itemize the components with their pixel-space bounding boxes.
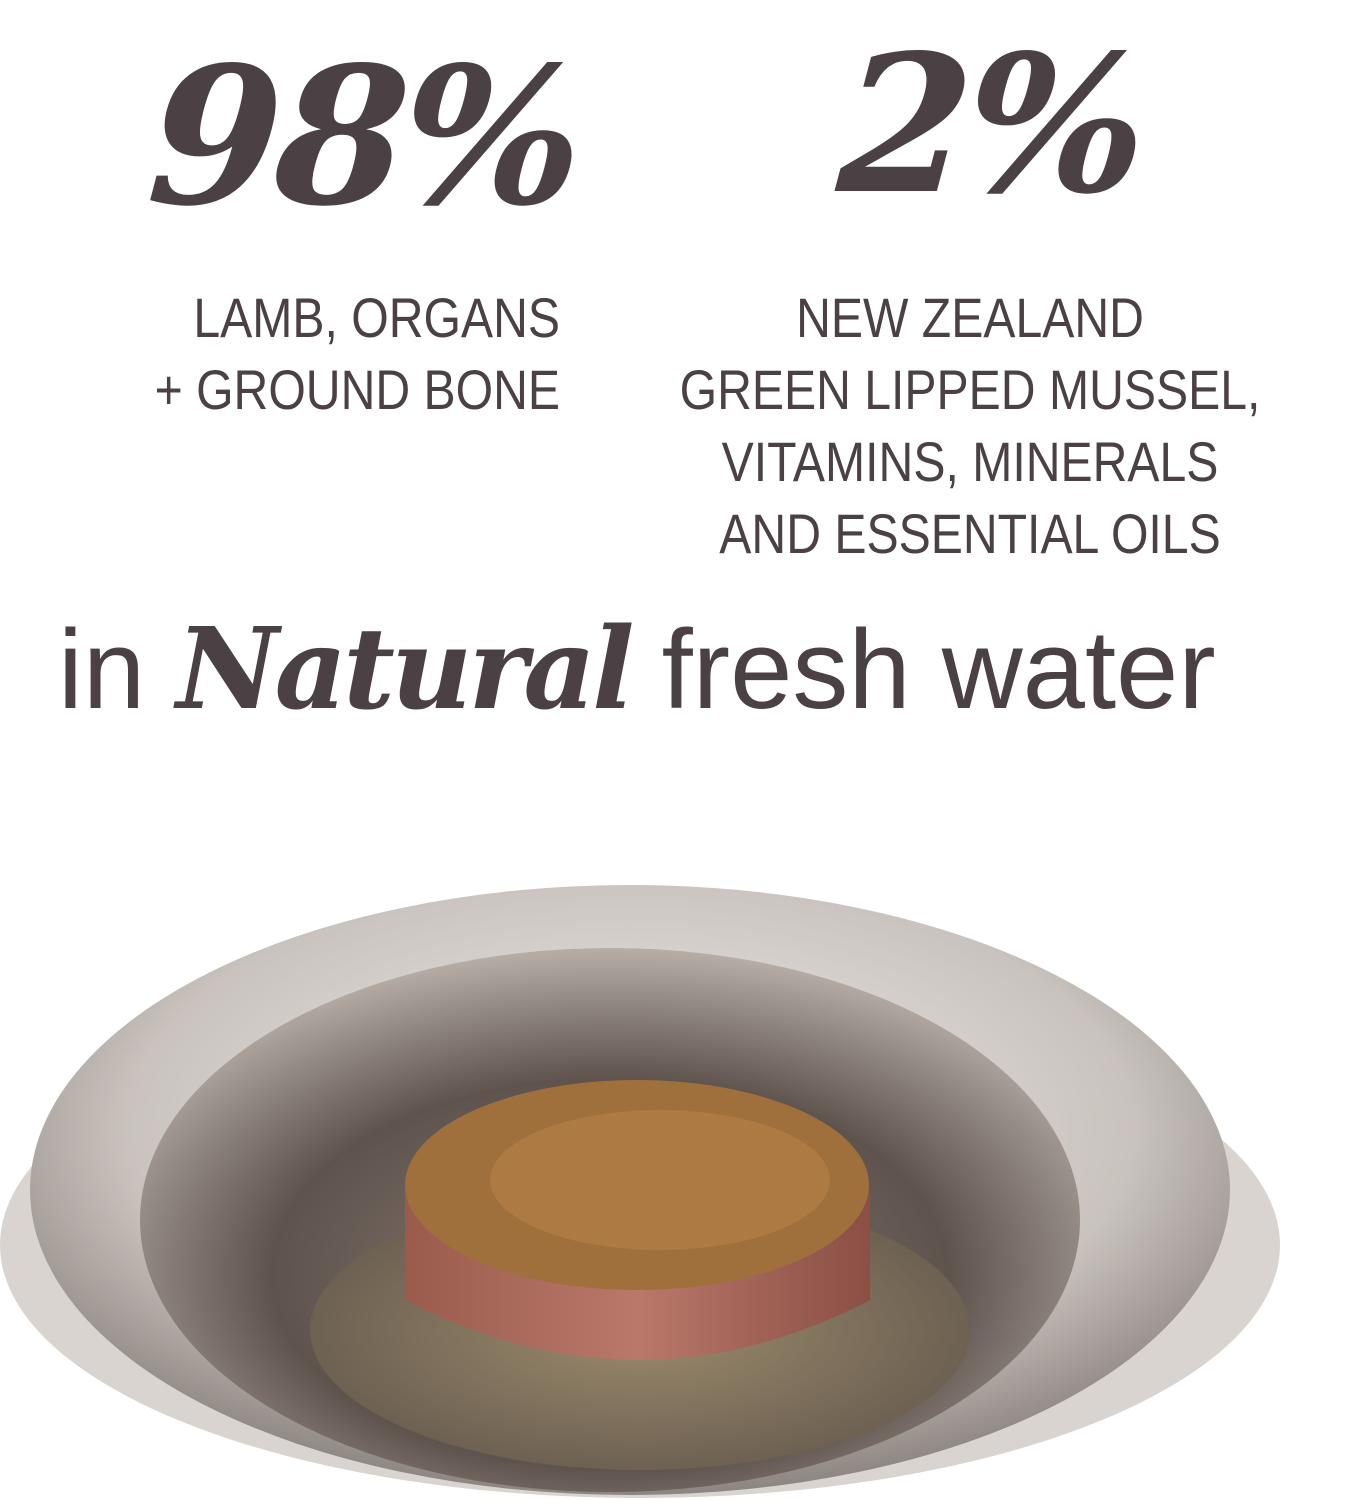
description-line: AND ESSENTIAL OILS: [719, 502, 1221, 565]
description-line: + GROUND BONE: [154, 358, 560, 421]
description-line: NEW ZEALAND: [796, 286, 1144, 349]
tagline-suffix: fresh water: [661, 607, 1216, 732]
tagline-prefix: in: [58, 607, 146, 732]
description-line: LAMB, ORGANS: [193, 286, 560, 349]
stat-98-description: LAMB, ORGANS + GROUND BONE: [96, 282, 560, 426]
tagline: in Natural fresh water: [58, 600, 1216, 740]
description-line: VITAMINS, MINERALS: [721, 430, 1219, 493]
description-line: GREEN LIPPED MUSSEL,: [679, 358, 1261, 421]
food-loaf-highlight: [490, 1110, 830, 1250]
tagline-emphasis: Natural: [176, 604, 634, 735]
stat-2-description: NEW ZEALAND GREEN LIPPED MUSSEL, VITAMIN…: [617, 282, 1322, 570]
